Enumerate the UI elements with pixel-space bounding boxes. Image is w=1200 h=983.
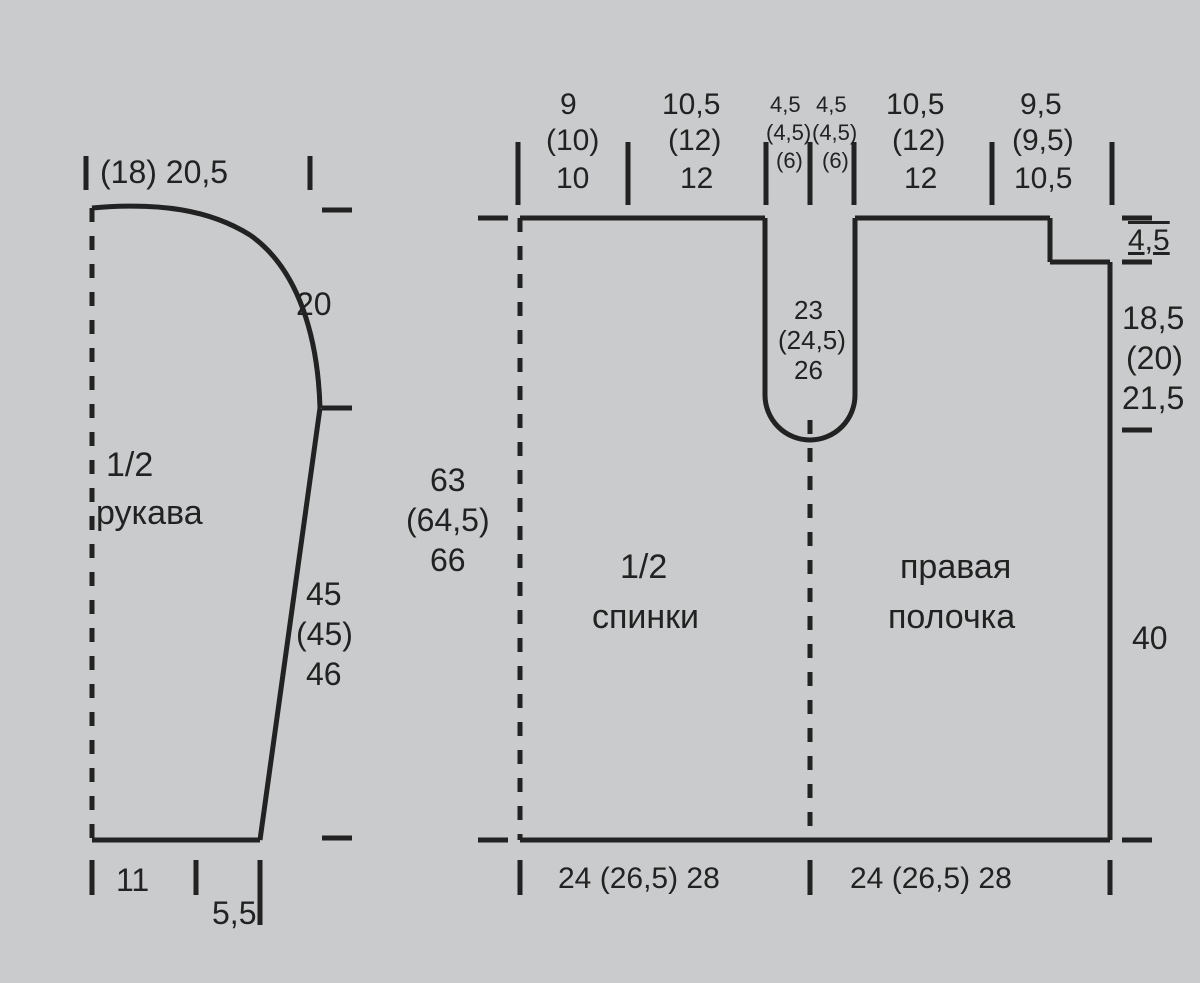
body-top-c2-2: 12 — [680, 162, 713, 197]
body-top-c5-1: (9,5) — [1012, 124, 1074, 159]
body-top-c4-0: 10,5 — [886, 88, 944, 123]
front-title-l2: полочка — [888, 598, 1015, 637]
body-top-c5-0: 9,5 — [1020, 88, 1062, 123]
sleeve-title-l1: 1/2 — [106, 446, 153, 485]
body-top-c4-2: 12 — [904, 162, 937, 197]
body-top-c3b-1: (4,5) — [812, 120, 857, 145]
sleeve-bottom-left: 11 — [116, 862, 149, 899]
body-top-c3b-0: 4,5 — [816, 92, 847, 117]
neck-depth-0: 23 — [794, 296, 823, 326]
bottom-half-right: 24 (26,5) 28 — [850, 862, 1012, 897]
body-top-c2-0: 10,5 — [662, 88, 720, 123]
body-top-c1-0: 9 — [560, 88, 577, 123]
body-height-2: 66 — [430, 542, 466, 579]
body-top-c1-1: (10) — [546, 124, 599, 159]
sleeve-side-lower-2: 46 — [306, 656, 342, 693]
body-height-1: (64,5) — [406, 502, 490, 539]
body-top-c3a-0: 4,5 — [770, 92, 801, 117]
bottom-half-left: 24 (26,5) 28 — [558, 862, 720, 897]
body-top-c4-1: (12) — [892, 124, 945, 159]
sleeve-side-lower-1: (45) — [296, 616, 353, 653]
body-top-c5-2: 10,5 — [1014, 162, 1072, 197]
right-notch: 4,5 — [1128, 224, 1170, 259]
sleeve-top-width: (18) 20,5 — [100, 154, 228, 191]
right-lower: 40 — [1132, 620, 1168, 657]
right-upper-0: 18,5 — [1122, 300, 1184, 337]
back-title-l2: спинки — [592, 598, 699, 637]
front-title-l1: правая — [900, 548, 1011, 587]
body-top-c3a-2: (6) — [776, 148, 803, 173]
sleeve-bottom-right: 5,5 — [212, 895, 256, 932]
body-top-c3a-1: (4,5) — [766, 120, 811, 145]
sleeve-side-lower-0: 45 — [306, 576, 342, 613]
neck-depth-2: 26 — [794, 356, 823, 386]
sleeve-side-upper: 20 — [296, 286, 332, 323]
neck-depth-1: (24,5) — [778, 326, 846, 356]
body-top-c2-1: (12) — [668, 124, 721, 159]
back-title-l1: 1/2 — [620, 548, 667, 587]
sleeve-title-l2: рукава — [96, 494, 203, 533]
pattern-diagram: (18) 20,5 1/2 рукава 20 45 (45) 46 11 5,… — [0, 0, 1200, 983]
right-upper-2: 21,5 — [1122, 380, 1184, 417]
body-top-c3b-2: (6) — [822, 148, 849, 173]
body-top-c1-2: 10 — [556, 162, 589, 197]
right-upper-1: (20) — [1126, 340, 1183, 377]
body-height-0: 63 — [430, 462, 466, 499]
